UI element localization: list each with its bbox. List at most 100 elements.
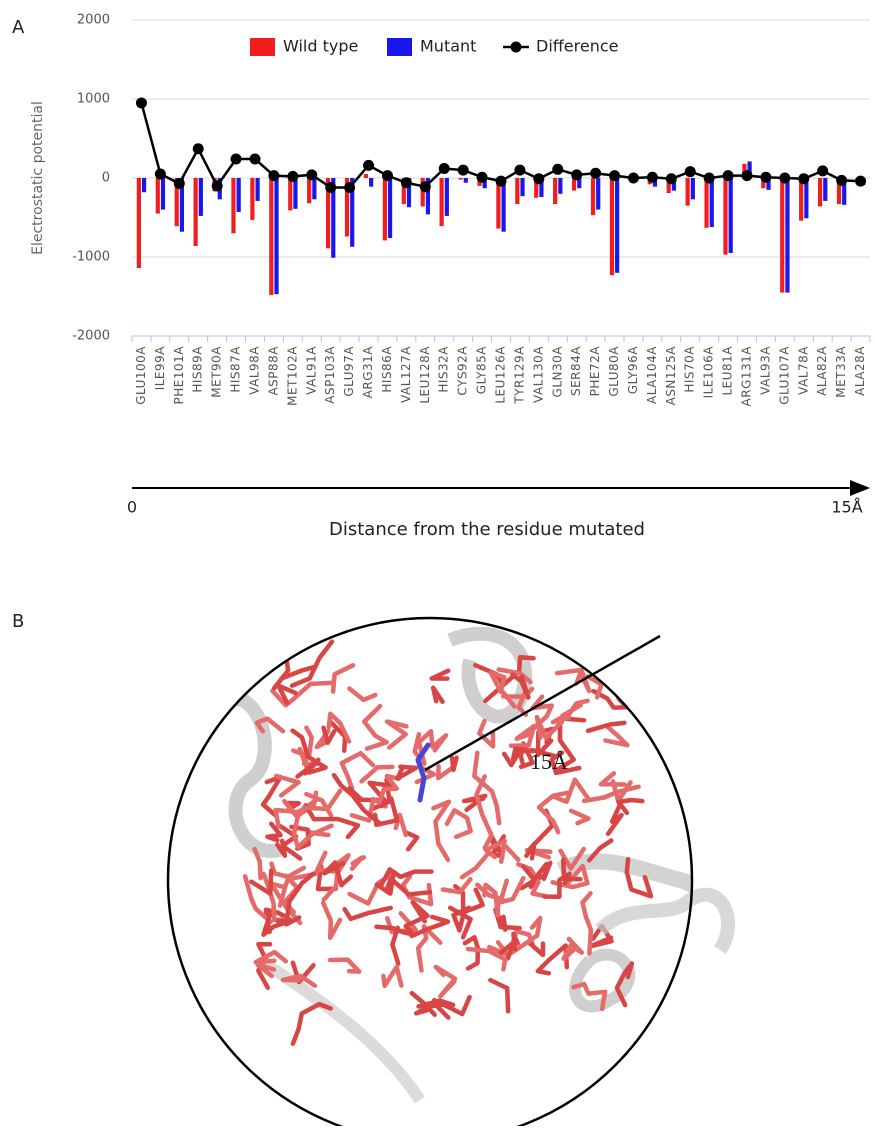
x-tick-label: ASN125A (664, 346, 678, 406)
x-tick-label: TYR129A (512, 346, 526, 405)
residue-stick (395, 764, 419, 781)
bar (458, 178, 463, 180)
point (495, 175, 507, 187)
point (344, 181, 356, 193)
residue-stick (273, 773, 301, 798)
legend-label: Wild type (283, 37, 358, 56)
point (476, 171, 488, 183)
residue-stick (549, 750, 582, 776)
point (836, 174, 848, 186)
panel-label: A (12, 17, 25, 38)
residue-stick (417, 729, 449, 753)
residue-stick (320, 900, 343, 941)
y-tick-label: 1000 (77, 92, 110, 107)
residue-stick (488, 670, 517, 709)
residue-stick (482, 882, 501, 918)
residue-stick (284, 871, 316, 927)
bar (325, 178, 331, 249)
residue-stick (403, 899, 430, 938)
residue-stick (524, 847, 553, 860)
y-tick-label: -2000 (72, 329, 110, 344)
bar (652, 178, 658, 187)
residue-stick (326, 711, 352, 744)
bar (439, 178, 444, 227)
residue-stick (554, 667, 592, 694)
residue-stick (265, 821, 283, 843)
legend-label: Mutant (420, 37, 476, 56)
bar (179, 178, 185, 232)
point (438, 163, 450, 175)
bar (590, 178, 596, 216)
bar (307, 178, 312, 204)
point (609, 170, 621, 182)
point (817, 165, 829, 177)
bar (406, 178, 412, 208)
bar (269, 178, 274, 295)
x-tick-label: VAL130A (531, 346, 545, 403)
y-tick-label: 2000 (77, 13, 110, 28)
residue-stick (384, 719, 409, 750)
residue-stick (465, 946, 508, 972)
bar (685, 178, 690, 206)
residue-stick (618, 663, 640, 710)
point (287, 170, 299, 182)
bar (482, 178, 487, 189)
residue-stick (580, 891, 594, 956)
residue-stick (483, 838, 507, 864)
residue-stick (321, 725, 337, 745)
residue-stick (290, 728, 328, 775)
residue-stick (315, 863, 339, 892)
point (154, 168, 166, 180)
residue-stick (317, 867, 340, 902)
residue-stick (253, 949, 289, 965)
point (533, 173, 545, 185)
residue-stick (440, 877, 473, 895)
bar (671, 178, 677, 191)
bar (331, 178, 336, 258)
bar (836, 178, 842, 205)
point (798, 173, 810, 185)
bar (747, 161, 752, 178)
legend-label: Difference (536, 37, 618, 56)
x-tick-label: LEU126A (494, 346, 508, 404)
x-tick-label: HIS86A (380, 346, 394, 393)
residue-stick (586, 838, 614, 863)
residue-stick (295, 757, 321, 779)
bar (231, 178, 236, 234)
residue-stick (280, 973, 318, 988)
x-tick-label: VAL93A (758, 346, 772, 395)
residue-stick (585, 674, 604, 700)
bar (596, 178, 601, 210)
bar (704, 178, 709, 228)
residue-stick (277, 865, 307, 908)
x-tick-label: MET90A (210, 346, 224, 398)
point (514, 164, 526, 176)
structure-image: 15Å (166, 616, 736, 1130)
bar (804, 178, 809, 219)
x-tick-label: VAL127A (399, 346, 413, 403)
bar (363, 174, 369, 178)
residue-stick (461, 793, 488, 813)
residue-stick (276, 683, 298, 705)
point (400, 177, 412, 189)
x-tick-label: ALA28A (853, 346, 867, 396)
residue-stick (552, 777, 591, 805)
bar (785, 178, 790, 293)
residue-stick (415, 924, 443, 973)
bar (609, 178, 615, 276)
residue-stick (271, 650, 291, 691)
x-tick-label: LEU128A (418, 346, 432, 404)
bar (293, 178, 298, 209)
bar (553, 178, 558, 205)
x-tick-label: ASP103A (323, 346, 337, 404)
bar (155, 178, 160, 214)
residue-stick (524, 841, 537, 861)
residue-stick (498, 875, 526, 905)
residue-stick (374, 869, 397, 896)
x-tick-label: ILE99A (153, 346, 167, 391)
line (140, 102, 861, 189)
bar (520, 178, 525, 197)
bar (198, 178, 203, 216)
bar (288, 178, 293, 211)
x-tick-label: SER84A (569, 346, 583, 396)
